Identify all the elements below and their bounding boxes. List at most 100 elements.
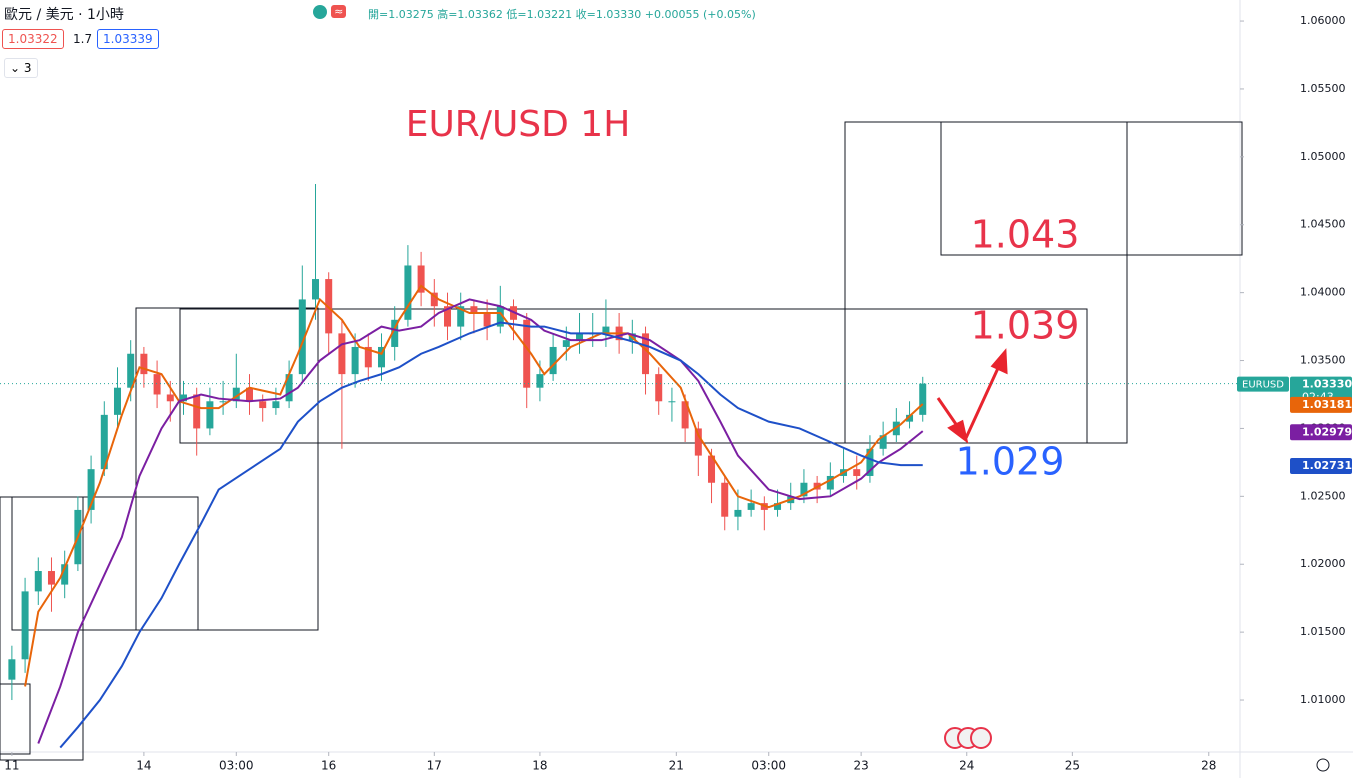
x-tick-label: 24 [959,759,974,773]
candle-body [100,414,108,470]
bid-price[interactable]: 1.03322 [2,29,64,49]
symbol-badge-label: EURUSD [1242,380,1284,391]
annotation: 1.043 [971,213,1080,257]
candle-body [919,383,927,415]
y-tick-label: 1.01000 [1300,693,1346,706]
x-tick-label: 17 [427,759,442,773]
candle-body [826,475,834,490]
candle-body [576,333,584,341]
candle-body [272,401,280,409]
y-tick-label: 1.02500 [1300,489,1346,502]
y-tick-label: 1.04500 [1300,218,1346,231]
settings-icon[interactable] [1316,758,1330,772]
candle-body [193,394,201,429]
annotation: 1.039 [971,304,1080,348]
candle-body [417,265,425,293]
candle-body [562,340,570,347]
price-badge-label: 1.02979 [1302,425,1352,438]
candle-body [457,306,465,327]
candle-body [483,313,491,327]
candle-body [245,387,253,402]
drawings [0,121,1243,761]
y-tick-label: 1.03500 [1300,354,1346,367]
candle-body [351,346,359,375]
candle-body [668,401,676,403]
x-tick-label: 18 [532,759,547,773]
symbol-title[interactable]: 歐元 / 美元 · 1小時 [4,7,124,23]
x-tick-label: 03:00 [751,759,786,773]
candle-body [602,326,610,334]
x-tick-label: 03:00 [219,759,254,773]
candle-body [655,374,663,402]
arrow-line [964,365,1001,439]
candle-body [721,482,729,517]
candle-body [285,374,293,402]
ask-price[interactable]: 1.03339 [97,29,159,49]
candle-body [127,353,135,388]
candle-body [47,571,55,585]
y-tick-label: 1.05000 [1300,150,1346,163]
box-drawing [0,683,31,755]
box-drawing [179,308,1088,444]
candle-body [153,374,161,395]
symbol-badge [1237,376,1289,392]
candle-body [906,414,914,422]
y-tick-label: 1.04000 [1300,286,1346,299]
arrow-drawing [936,348,1008,444]
candle-body [61,564,69,585]
candle-body [694,428,702,456]
price-badge-label: 1.03330 [1302,378,1352,391]
candle-body [166,394,174,402]
indicator-count: 3 [23,61,32,75]
x-tick-label: 25 [1065,759,1080,773]
candle-body [298,299,306,375]
candle-body [470,306,478,314]
candle-body [404,265,412,320]
indicator-toggle[interactable]: ⌄ 3 [4,58,38,78]
y-tick-label: 1.01500 [1300,625,1346,638]
candle-body [853,469,861,476]
candle-body [708,455,716,483]
candle-body [140,353,148,375]
status-icons: ≈ [313,4,347,19]
candle-body [549,346,557,375]
candle-body [232,387,240,402]
x-tick-label: 11 [4,759,19,773]
arrow-head [947,419,969,444]
box-drawing [940,121,1243,256]
ma-line [24,284,924,687]
candle-body [113,387,121,415]
candle-body [681,401,689,429]
event-icons [944,727,992,749]
spread: 1.7 [73,32,93,46]
candle-body [430,292,438,307]
y-tick-label: 1.05500 [1300,82,1346,95]
y-tick-label: 1.06000 [1300,14,1346,27]
chart-title: EUR/USD 1H [406,104,631,145]
y-tick-label: 1.02000 [1300,557,1346,570]
candle-body [866,448,874,476]
price-badge-label: 1.02731 [1302,459,1352,472]
candle-body [523,319,531,388]
candle-body [536,374,544,388]
candle-body [642,333,650,375]
candle-body [179,394,187,402]
price-badge [1290,396,1352,413]
candle-body [734,509,742,517]
candle-body [378,346,386,368]
candle-body [800,482,808,497]
price-badge-label: 1.03181 [1302,398,1352,411]
candle-body [87,469,95,510]
x-tick-label: 23 [853,759,868,773]
candle-body [364,346,372,368]
candle-body [338,333,346,375]
candle-body [444,306,452,327]
candle-body [496,306,504,327]
candle-body [8,659,16,680]
candle-body [879,435,887,449]
event-icon[interactable] [970,727,992,749]
candle-body [259,401,267,409]
annotation: 1.029 [956,440,1065,484]
box-drawing [135,307,319,631]
x-tick-label: 16 [321,759,336,773]
